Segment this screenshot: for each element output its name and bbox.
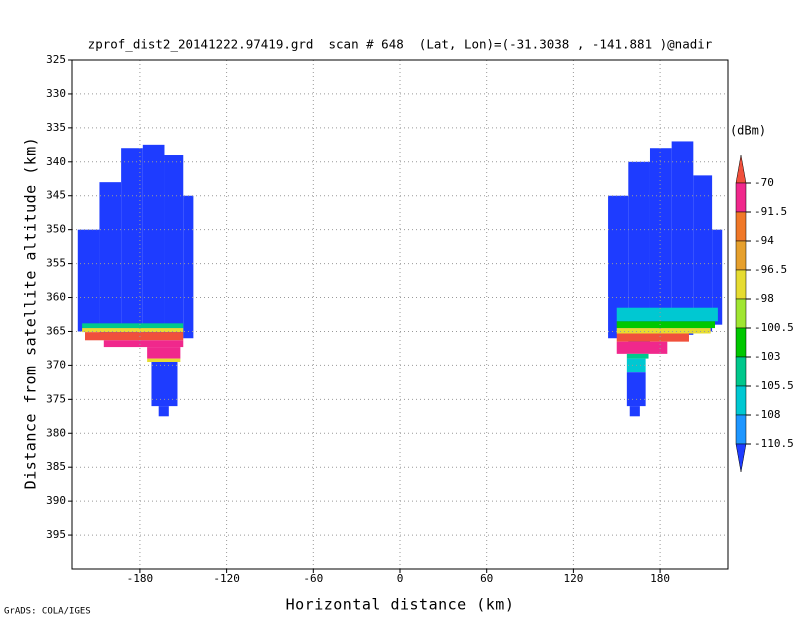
- cell: [77, 229, 100, 332]
- colorbar-label: -105.5: [754, 379, 794, 392]
- colorbar-label: -94: [754, 234, 774, 247]
- y-tick-label: 360: [46, 291, 66, 304]
- cell: [103, 340, 184, 348]
- y-axis-title: Distance from satellite altitude (km): [22, 137, 40, 490]
- cell: [616, 341, 668, 354]
- x-tick-label: 180: [650, 572, 670, 585]
- y-tick-label: 365: [46, 324, 66, 337]
- plot-frame: [71, 59, 729, 570]
- colorbar-box: [735, 182, 747, 213]
- y-tick-label: 395: [46, 528, 66, 541]
- colorbar-box: [735, 356, 747, 387]
- cell: [628, 161, 650, 346]
- cell: [616, 307, 718, 322]
- cell: [99, 182, 122, 335]
- colorbar-box: [735, 269, 747, 300]
- y-tick-label: 330: [46, 87, 66, 100]
- colorbar-label: -96.5: [754, 263, 787, 276]
- cell: [616, 333, 689, 342]
- cell: [629, 406, 640, 417]
- colorbar-box: [735, 385, 747, 416]
- colorbar-box: [735, 298, 747, 329]
- y-tick-label: 335: [46, 121, 66, 134]
- cell: [85, 332, 184, 341]
- y-tick-label: 390: [46, 494, 66, 507]
- cell: [616, 328, 711, 334]
- colorbar-title: (dBm): [730, 124, 766, 138]
- colorbar-box: [735, 211, 747, 242]
- y-tick-label: 355: [46, 257, 66, 270]
- colorbar-box: [735, 240, 747, 271]
- colorbar-box: [735, 414, 747, 445]
- colorbar-label: -108: [754, 408, 781, 421]
- cell: [147, 347, 181, 359]
- cell: [626, 372, 646, 407]
- y-tick-label: 350: [46, 223, 66, 236]
- colorbar-top: [735, 154, 747, 184]
- cell: [616, 321, 715, 329]
- cell: [649, 148, 672, 339]
- cell: [158, 406, 169, 417]
- chart-title: zprof_dist2_20141222.97419.grd scan # 64…: [88, 37, 713, 52]
- colorbar-label: -98: [754, 292, 774, 305]
- colorbar-label: -100.5: [754, 321, 794, 334]
- x-tick-label: 0: [397, 572, 404, 585]
- footer: GrADS: COLA/IGES: [4, 607, 91, 617]
- colorbar-box: [735, 327, 747, 358]
- colorbar-bottom: [735, 443, 747, 473]
- cell: [82, 328, 184, 333]
- y-tick-label: 375: [46, 392, 66, 405]
- y-tick-label: 325: [46, 53, 66, 66]
- cell: [671, 141, 694, 335]
- colorbar-label: -103: [754, 350, 781, 363]
- cell: [82, 323, 184, 329]
- x-tick-label: -120: [213, 572, 240, 585]
- cell: [693, 175, 713, 332]
- x-tick-label: -180: [127, 572, 154, 585]
- colorbar-label: -70: [754, 176, 774, 189]
- x-tick-label: 60: [480, 572, 493, 585]
- x-axis-title: Horizontal distance (km): [286, 596, 515, 614]
- x-tick-label: -60: [303, 572, 323, 585]
- cell: [147, 358, 181, 363]
- y-tick-label: 370: [46, 358, 66, 371]
- y-tick-label: 385: [46, 460, 66, 473]
- cell: [164, 155, 184, 339]
- cell: [608, 195, 629, 339]
- colorbar-label: -91.5: [754, 205, 787, 218]
- y-tick-label: 345: [46, 189, 66, 202]
- cell: [183, 195, 194, 339]
- x-tick-label: 120: [563, 572, 583, 585]
- y-tick-label: 380: [46, 426, 66, 439]
- cell: [626, 353, 649, 359]
- cell: [712, 229, 723, 325]
- y-tick-label: 340: [46, 155, 66, 168]
- colorbar-label: -110.5: [754, 437, 794, 450]
- cell: [151, 362, 178, 407]
- cell: [121, 148, 143, 339]
- cell: [142, 144, 165, 339]
